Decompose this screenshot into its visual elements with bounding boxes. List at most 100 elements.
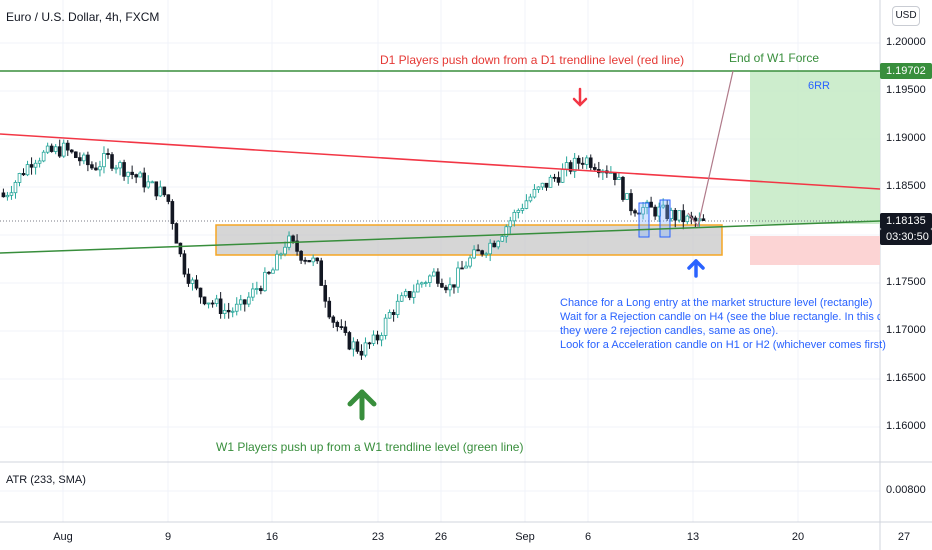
candle-body[interactable] [548, 176, 553, 188]
projection-path[interactable] [687, 70, 734, 228]
candle-body[interactable] [146, 181, 151, 188]
candle-body[interactable] [49, 145, 54, 152]
candle-body[interactable] [214, 298, 219, 304]
candle-body[interactable] [444, 286, 448, 291]
candle-body[interactable] [428, 275, 432, 283]
currency-button[interactable]: USD [892, 6, 920, 26]
entry-note-line[interactable]: they were 2 rejection candles, same as o… [560, 325, 779, 337]
candle-body[interactable] [255, 288, 259, 290]
candle-body[interactable] [90, 164, 94, 169]
candle-body[interactable] [86, 154, 90, 166]
candle-body[interactable] [536, 186, 541, 190]
candle-body[interactable] [234, 303, 239, 312]
candle-body[interactable] [69, 149, 74, 153]
candle-body[interactable] [411, 291, 416, 298]
candle-body[interactable] [114, 167, 118, 170]
candle-body[interactable] [210, 302, 215, 305]
candle-body[interactable] [307, 260, 311, 263]
candle-body[interactable] [17, 173, 22, 183]
candle-body[interactable] [460, 267, 464, 270]
candle-body[interactable] [613, 172, 617, 180]
candle-body[interactable] [673, 209, 678, 221]
candle-body[interactable] [580, 162, 585, 165]
candle-body[interactable] [263, 271, 267, 292]
candle-body[interactable] [419, 282, 424, 285]
candle-body[interactable] [291, 235, 295, 242]
candle-body[interactable] [492, 242, 497, 248]
candle-body[interactable] [186, 273, 191, 284]
candle-body[interactable] [102, 153, 106, 168]
candle-body[interactable] [271, 269, 275, 274]
d1-players-note[interactable]: D1 Players push down from a D1 trendline… [380, 53, 685, 67]
candle-body[interactable] [319, 260, 324, 286]
target-zone[interactable] [750, 71, 880, 224]
candle-body[interactable] [78, 157, 82, 162]
candle-body[interactable] [226, 309, 231, 313]
candle-body[interactable] [464, 265, 468, 269]
candle-body[interactable] [576, 157, 581, 164]
candle-body[interactable] [251, 288, 255, 298]
candle-body[interactable] [170, 201, 175, 224]
candle-body[interactable] [247, 296, 251, 305]
candle-body[interactable] [424, 282, 428, 284]
candle-body[interactable] [480, 250, 484, 255]
candle-body[interactable] [701, 218, 706, 221]
candle-body[interactable] [206, 302, 211, 305]
candle-body[interactable] [182, 253, 187, 275]
candle-body[interactable] [556, 177, 561, 183]
candle-body[interactable] [106, 153, 110, 155]
candle-body[interactable] [665, 204, 669, 220]
candle-body[interactable] [347, 332, 352, 350]
candle-body[interactable] [544, 182, 549, 188]
candle-body[interactable] [629, 193, 633, 212]
candle-body[interactable] [166, 194, 171, 202]
candle-body[interactable] [496, 240, 501, 248]
candle-body[interactable] [158, 186, 163, 197]
candle-body[interactable] [287, 235, 291, 248]
candle-body[interactable] [649, 201, 653, 208]
candle-body[interactable] [82, 154, 86, 162]
candle-body[interactable] [57, 146, 62, 157]
candle-body[interactable] [625, 193, 629, 200]
candle-body[interactable] [375, 334, 380, 341]
candle-body[interactable] [383, 317, 388, 336]
candle-body[interactable] [367, 342, 372, 345]
candle-body[interactable] [532, 189, 537, 198]
candle-body[interactable] [448, 284, 452, 291]
candle-body[interactable] [568, 162, 573, 172]
candle-body[interactable] [74, 151, 78, 159]
indicator-label[interactable]: ATR (233, SMA) [6, 474, 86, 486]
w1-players-note[interactable]: W1 Players push up from a W1 trendline l… [216, 440, 524, 454]
entry-note-line[interactable]: Wait for a Rejection candle on H4 (see t… [560, 311, 880, 323]
candle-body[interactable] [484, 253, 488, 256]
candle-body[interactable] [452, 284, 456, 288]
candle-body[interactable] [520, 208, 525, 211]
candle-body[interactable] [202, 296, 207, 305]
candle-body[interactable] [178, 242, 183, 255]
candle-body[interactable] [500, 236, 505, 242]
entry-note-line[interactable]: Chance for a Long entry at the market st… [560, 297, 873, 309]
candle-body[interactable] [218, 298, 223, 315]
candle-body[interactable] [9, 192, 14, 196]
candle-body[interactable] [134, 174, 138, 178]
candle-body[interactable] [299, 250, 303, 261]
candle-body[interactable] [693, 217, 698, 222]
candle-body[interactable] [584, 157, 589, 165]
candle-body[interactable] [359, 350, 364, 356]
candle-body[interactable] [174, 223, 179, 244]
candle-body[interactable] [267, 271, 271, 274]
candle-body[interactable] [355, 341, 360, 352]
candle-body[interactable] [407, 291, 412, 298]
candle-body[interactable] [283, 246, 287, 255]
entry-note-line[interactable]: Look for a Acceleration candle on H1 or … [560, 339, 886, 351]
candle-body[interactable] [303, 259, 307, 262]
candle-body[interactable] [33, 162, 38, 168]
candle-body[interactable] [335, 321, 340, 327]
candle-body[interactable] [391, 312, 396, 315]
candle-body[interactable] [194, 279, 199, 289]
w1-force-note[interactable]: End of W1 Force [729, 51, 820, 65]
candle-body[interactable] [677, 210, 682, 221]
candle-body[interactable] [53, 146, 58, 152]
candle-body[interactable] [508, 220, 513, 228]
candle-body[interactable] [524, 200, 529, 209]
